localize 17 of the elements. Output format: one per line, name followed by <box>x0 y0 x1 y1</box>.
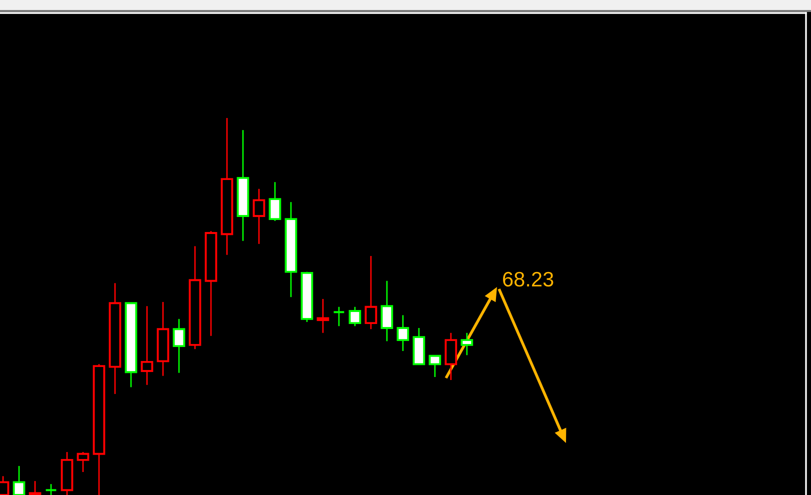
candlestick <box>316 298 330 334</box>
candlestick <box>396 314 410 352</box>
candlestick <box>460 332 474 356</box>
candlestick <box>76 451 90 473</box>
candlestick <box>268 181 282 222</box>
candlestick <box>332 306 346 327</box>
candlestick <box>28 480 42 495</box>
candlestick <box>140 305 154 386</box>
candlestick <box>44 483 58 495</box>
candlestick <box>364 255 378 330</box>
text: 68.23 <box>503 272 554 287</box>
candlestick <box>348 306 362 327</box>
candlestick <box>380 280 394 342</box>
candlestick <box>252 188 266 245</box>
candlestick <box>428 354 442 378</box>
candlestick <box>172 318 186 374</box>
candlestick <box>12 465 26 495</box>
